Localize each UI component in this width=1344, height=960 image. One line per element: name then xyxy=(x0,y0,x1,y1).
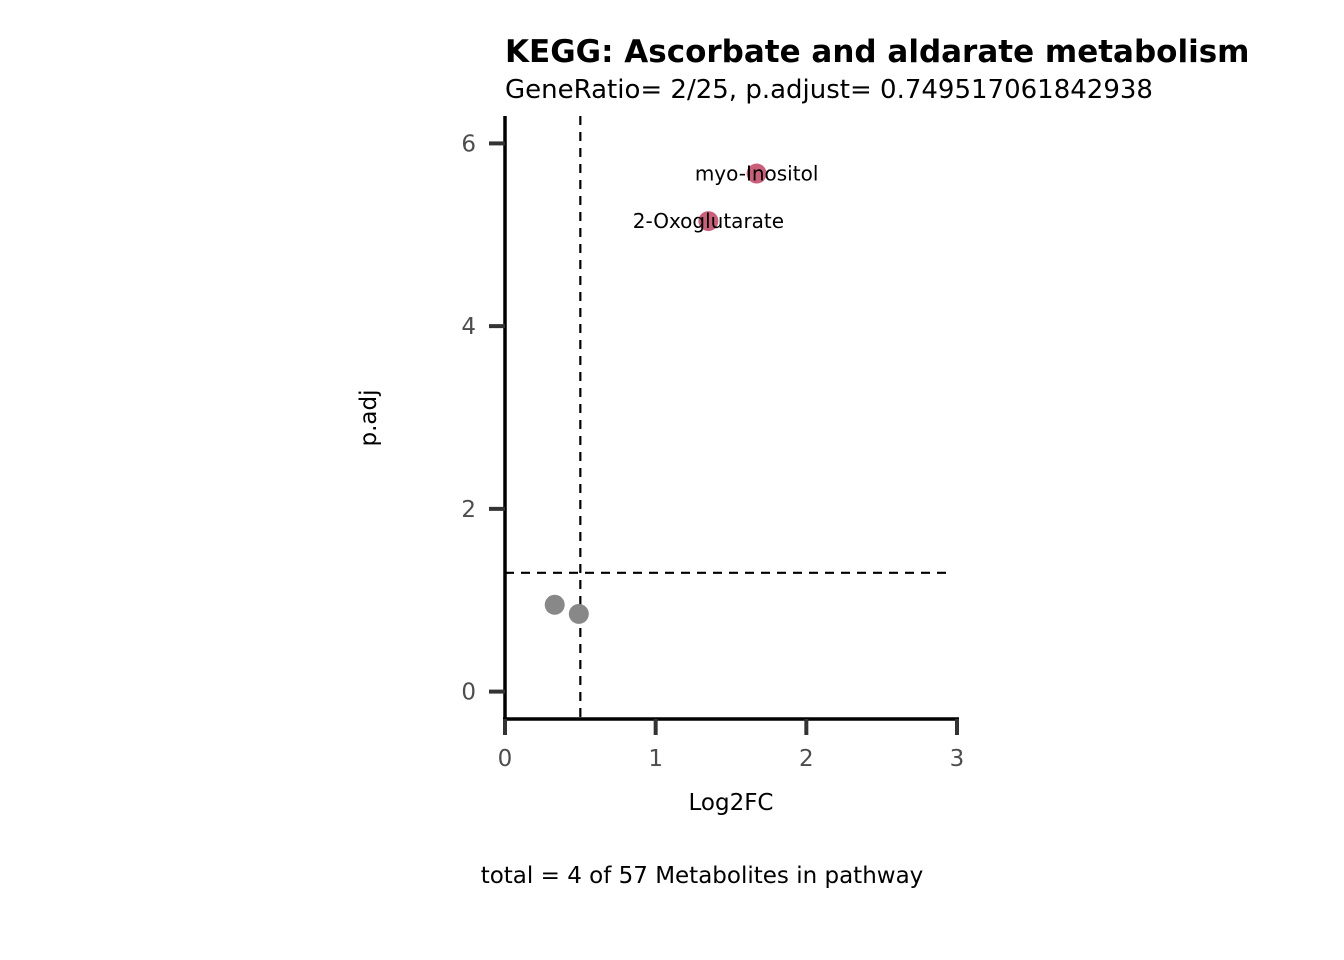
x-tick-label: 2 xyxy=(799,746,814,772)
point-labels: myo-Inositol 2-Oxoglutarate xyxy=(633,162,819,234)
y-tick-label: 2 xyxy=(461,497,476,523)
data-point xyxy=(698,211,719,232)
y-tick-label: 4 xyxy=(461,314,476,340)
x-tick-label: 1 xyxy=(648,746,663,772)
chart-caption: total = 4 of 57 Metabolites in pathway xyxy=(481,863,924,889)
y-axis-title: p.adj xyxy=(356,390,382,447)
data-points xyxy=(544,163,767,624)
threshold-lines xyxy=(505,116,950,719)
x-tick-label: 0 xyxy=(498,746,513,772)
data-point xyxy=(746,163,767,184)
chart-subtitle: GeneRatio= 2/25, p.adjust= 0.74951706184… xyxy=(505,75,1153,105)
y-tick-label: 0 xyxy=(461,680,476,706)
data-point xyxy=(568,603,589,624)
x-axis-title: Log2FC xyxy=(688,790,773,816)
x-axis-ticks: 0 1 2 3 xyxy=(498,719,965,772)
x-tick-label: 3 xyxy=(950,746,965,772)
y-axis-ticks: 0 2 4 6 xyxy=(461,131,505,706)
data-point xyxy=(544,594,565,615)
point-label: myo-Inositol xyxy=(695,162,819,186)
y-tick-label: 6 xyxy=(461,131,476,157)
chart-title: KEGG: Ascorbate and aldarate metabolism xyxy=(505,34,1249,70)
point-label: 2-Oxoglutarate xyxy=(633,209,784,233)
